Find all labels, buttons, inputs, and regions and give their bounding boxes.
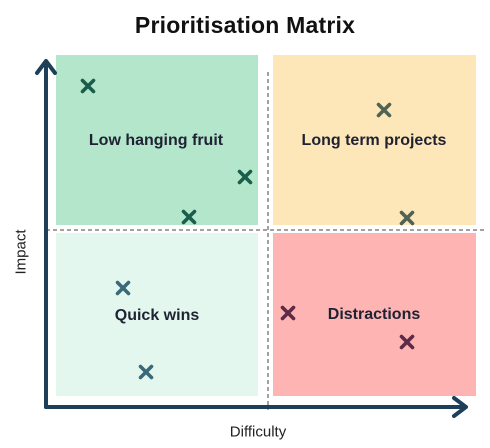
x-mark-icon: [80, 78, 96, 94]
x-axis-label: Difficulty: [229, 423, 287, 441]
x-mark-icon: [115, 280, 131, 296]
y-axis-label: Impact: [12, 229, 30, 275]
quadrant-long-term-projects: [273, 55, 476, 225]
x-mark-icon: [138, 364, 154, 380]
x-mark-icon: [399, 210, 415, 226]
markers: [80, 78, 415, 380]
quadrant-label-long-term-projects: Long term projects: [301, 132, 447, 149]
x-mark-icon: [280, 305, 296, 321]
quadrant-quick-wins: [56, 233, 258, 396]
y-axis-arrow-icon: [35, 59, 57, 75]
x-axis-arrow-icon: [452, 396, 468, 418]
quadrant-label-low-hanging-fruit: Low hanging fruit: [88, 132, 224, 149]
x-mark-icon: [399, 334, 415, 350]
quadrant-label-quick-wins: Quick wins: [114, 307, 200, 324]
quadrant-distractions: [273, 233, 476, 396]
axes: [35, 59, 468, 418]
x-mark-icon: [376, 102, 392, 118]
chart-title: Prioritisation Matrix: [134, 12, 356, 38]
quadrant-label-distractions: Distractions: [327, 306, 421, 323]
x-mark-icon: [181, 209, 197, 225]
x-mark-icon: [237, 169, 253, 185]
